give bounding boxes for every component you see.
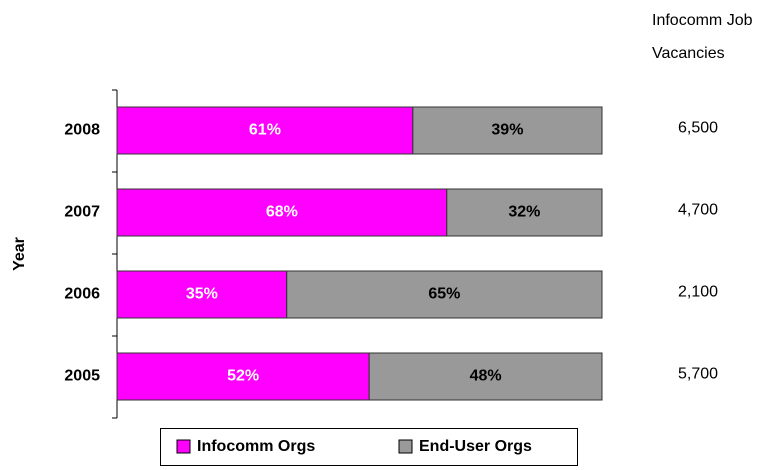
legend-label: End-User Orgs (419, 438, 532, 455)
category-label: 2008 (64, 122, 100, 139)
legend-swatch (176, 439, 191, 454)
side-title: Infocomm Job Vacancies (652, 12, 753, 62)
data-label: 61% (249, 122, 281, 139)
data-label: 35% (186, 286, 218, 303)
y-axis-label: Year (11, 237, 28, 271)
side-value: 4,700 (678, 202, 718, 219)
side-value: 5,700 (678, 366, 718, 383)
legend-swatch (398, 439, 413, 454)
bar-segment (412, 106, 603, 155)
legend-label: Infocomm Orgs (197, 438, 315, 455)
data-label: 39% (491, 122, 523, 139)
data-label: 68% (266, 204, 298, 221)
category-label: 2005 (64, 368, 100, 385)
data-label: 32% (508, 204, 540, 221)
bar-segment (368, 352, 603, 401)
category-label: 2006 (64, 286, 100, 303)
side-value: 2,100 (678, 284, 718, 301)
data-label: 52% (227, 368, 259, 385)
bar-segment (116, 352, 370, 401)
bar-segment (116, 188, 448, 237)
bar-segment (286, 270, 603, 319)
bar-segment (446, 188, 603, 237)
category-label: 2007 (64, 204, 100, 221)
data-label: 48% (470, 368, 502, 385)
bar-segment (116, 270, 288, 319)
legend (160, 428, 578, 466)
side-value: 6,500 (678, 120, 718, 137)
data-label: 65% (428, 286, 460, 303)
